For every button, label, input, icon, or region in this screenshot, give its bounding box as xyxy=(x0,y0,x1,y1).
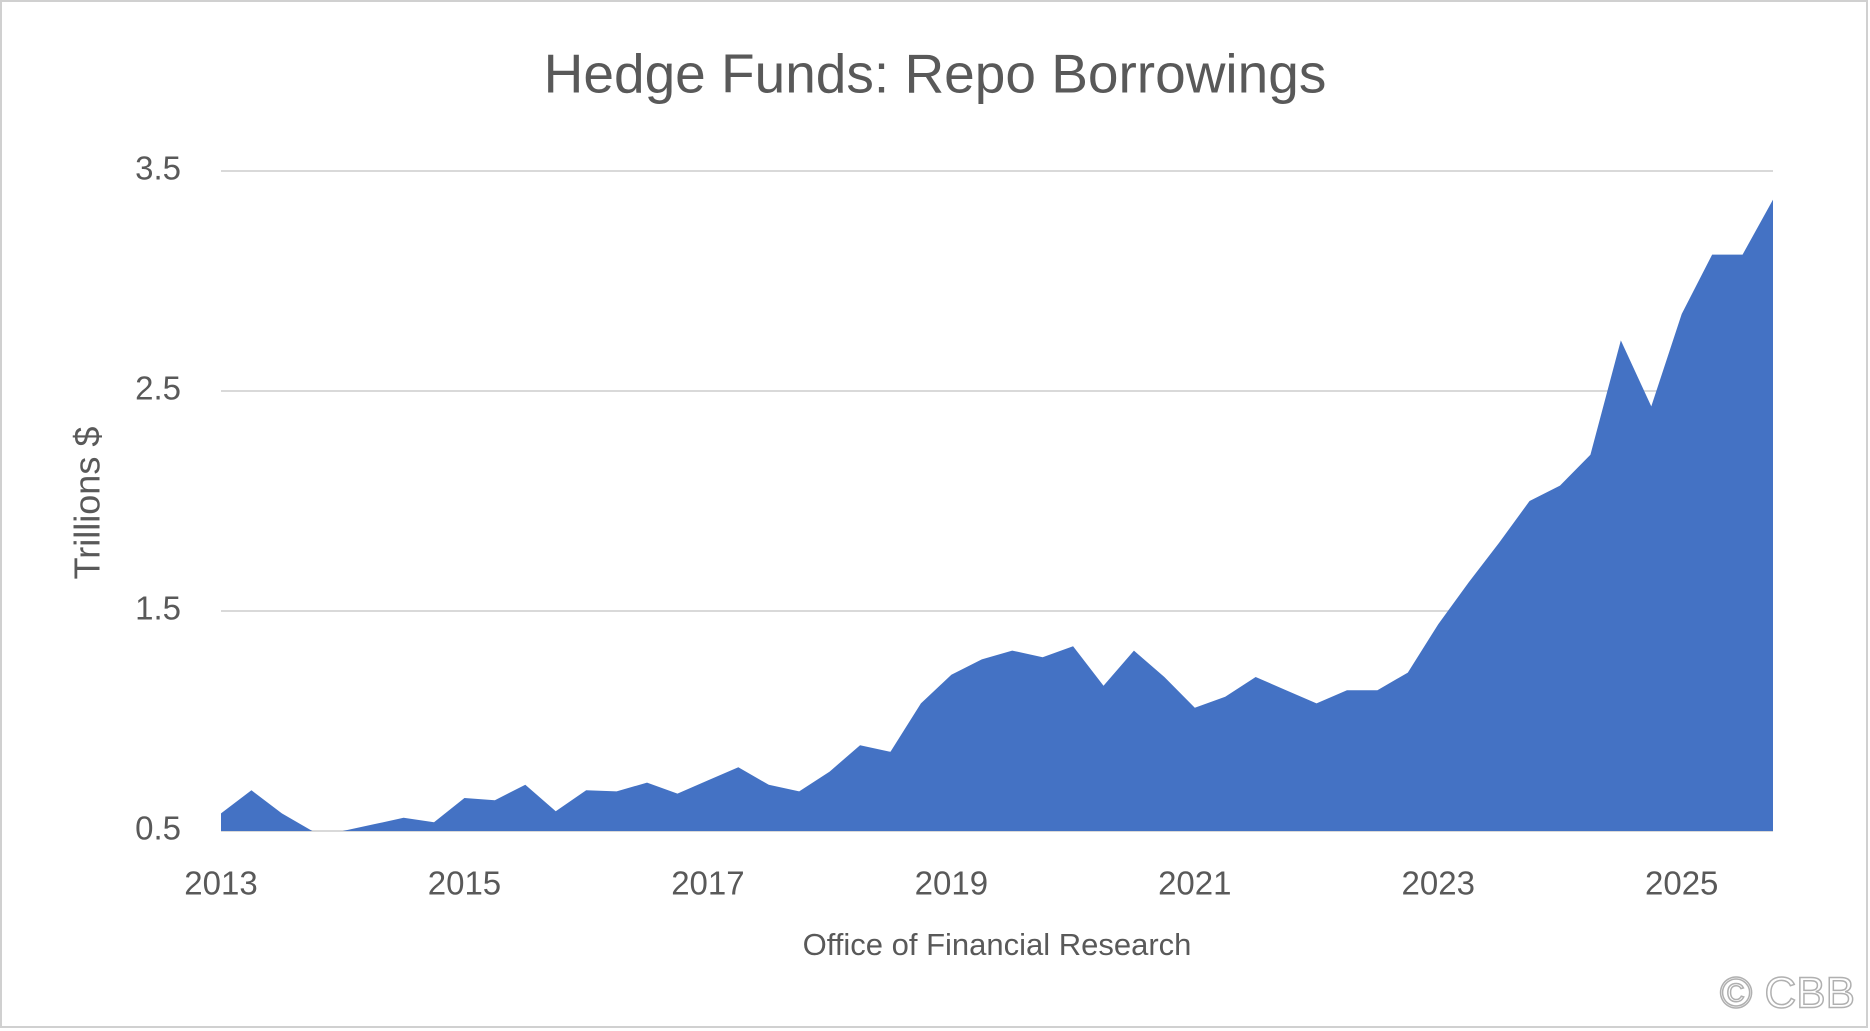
x-tick-label: 2021 xyxy=(1158,865,1231,902)
x-tick-label: 2015 xyxy=(428,865,501,902)
x-tick-label: 2017 xyxy=(671,865,744,902)
watermark: © CBB xyxy=(1720,969,1855,1018)
chart-title: Hedge Funds: Repo Borrowings xyxy=(544,43,1327,105)
y-tick-label: 0.5 xyxy=(135,810,181,847)
y-tick-label: 2.5 xyxy=(135,370,181,407)
x-tick-label: 2023 xyxy=(1402,865,1475,902)
y-tick-label: 1.5 xyxy=(135,590,181,627)
x-tick-label: 2025 xyxy=(1645,865,1718,902)
x-tick-label: 2013 xyxy=(184,865,257,902)
y-axis-label: Trillions $ xyxy=(67,427,108,580)
area xyxy=(221,199,1773,832)
x-tick-label: 2019 xyxy=(915,865,988,902)
x-axis-label: Office of Financial Research xyxy=(803,927,1192,962)
y-tick-label: 3.5 xyxy=(135,150,181,187)
